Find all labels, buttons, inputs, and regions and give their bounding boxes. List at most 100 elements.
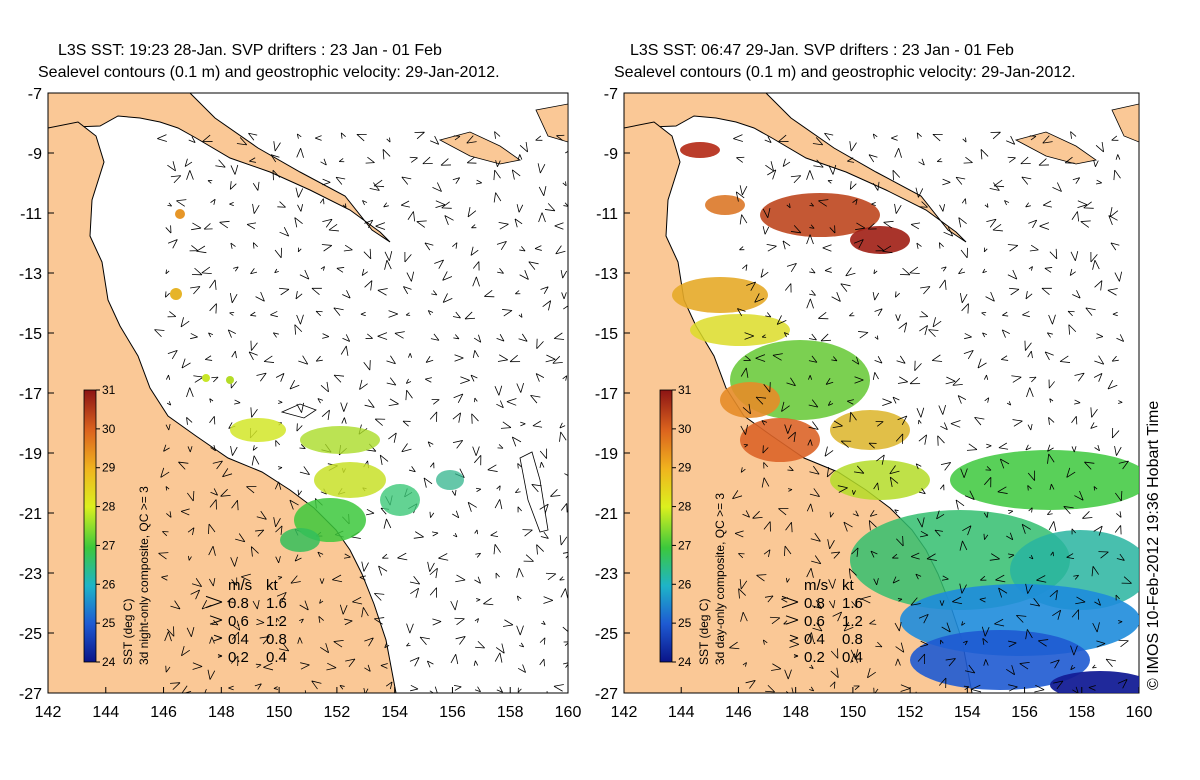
velocity-vector	[539, 461, 545, 468]
velocity-vector	[384, 251, 393, 261]
velocity-vector	[561, 292, 567, 300]
x-tick-label: 146	[725, 704, 752, 721]
legend-kt-value: 1.6	[842, 595, 863, 612]
velocity-vector	[401, 443, 412, 453]
colorbar-tick-label: 29	[678, 461, 692, 475]
velocity-vector	[837, 485, 848, 493]
velocity-vector	[471, 224, 477, 229]
velocity-vector	[1047, 444, 1054, 452]
velocity-vector	[938, 677, 947, 689]
x-tick-label: 158	[497, 704, 524, 721]
velocity-vector	[476, 598, 481, 602]
velocity-vector	[210, 488, 218, 496]
velocity-vector	[344, 618, 353, 626]
velocity-vector	[441, 201, 452, 209]
velocity-vector	[1116, 553, 1125, 561]
velocity-vector	[1008, 684, 1018, 692]
velocity-vector	[869, 510, 878, 517]
velocity-vector	[534, 245, 542, 251]
velocity-vector	[958, 268, 966, 275]
velocity-vector	[787, 466, 794, 471]
x-tick-label: 154	[954, 704, 981, 721]
colorbar-tick-label: 24	[678, 655, 692, 669]
velocity-vector	[938, 242, 944, 249]
velocity-vector	[453, 685, 462, 691]
velocity-vector	[1004, 200, 1010, 206]
velocity-vector	[496, 686, 503, 693]
x-tick-label: 144	[668, 704, 695, 721]
velocity-vector	[964, 490, 975, 501]
x-tick-label: 146	[150, 704, 177, 721]
velocity-vector	[430, 333, 440, 341]
velocity-vector	[808, 333, 817, 341]
velocity-vector	[531, 484, 542, 493]
velocity-vector	[369, 182, 380, 191]
x-tick-label: 150	[840, 704, 867, 721]
velocity-vector	[255, 291, 265, 302]
velocity-vector	[936, 510, 945, 520]
velocity-vector	[341, 417, 347, 424]
velocity-vector	[849, 181, 857, 190]
velocity-vector	[855, 222, 866, 231]
velocity-vector	[474, 618, 479, 623]
velocity-vector	[319, 599, 324, 604]
velocity-vector	[763, 462, 769, 469]
velocity-vector	[1034, 684, 1045, 693]
velocity-vector	[181, 685, 192, 693]
velocity-vector	[809, 686, 815, 692]
x-tick-label: 142	[35, 704, 62, 721]
velocity-vector	[256, 510, 267, 520]
velocity-vector	[204, 355, 213, 361]
velocity-vector	[186, 416, 193, 425]
velocity-vector	[824, 132, 834, 141]
legend-kt-value: 0.4	[266, 649, 287, 666]
velocity-vector	[209, 279, 217, 290]
velocity-vector	[553, 332, 565, 340]
velocity-vector	[256, 618, 265, 626]
velocity-vector	[840, 440, 852, 448]
velocity-vector	[1028, 507, 1033, 513]
velocity-vector	[896, 355, 906, 364]
velocity-vector	[386, 355, 396, 365]
colorbar-tick-label: 26	[678, 577, 692, 591]
velocity-vector	[915, 573, 922, 580]
velocity-vector	[545, 572, 557, 581]
velocity-vector	[896, 535, 904, 547]
x-tick-label: 152	[324, 704, 351, 721]
velocity-vector	[990, 131, 1001, 140]
velocity-vector	[942, 178, 951, 186]
velocity-vector	[1028, 266, 1033, 271]
velocity-vector	[187, 446, 193, 453]
velocity-vector	[340, 345, 349, 356]
velocity-vector	[761, 334, 767, 338]
velocity-vector	[966, 443, 978, 451]
velocity-vector	[562, 626, 568, 633]
velocity-vector	[364, 637, 374, 647]
velocity-vector	[550, 489, 561, 497]
y-tick-label: -7	[28, 86, 42, 103]
colorbar	[659, 389, 673, 663]
velocity-vector	[829, 225, 836, 234]
velocity-vector	[401, 176, 412, 185]
velocity-vector	[278, 400, 283, 404]
velocity-vector	[1041, 287, 1052, 296]
velocity-vector	[361, 561, 369, 572]
velocity-vector	[1114, 271, 1123, 282]
velocity-vector	[255, 529, 265, 537]
x-tick-label: 160	[1126, 704, 1153, 721]
velocity-vector	[874, 335, 879, 340]
velocity-vector	[429, 686, 438, 693]
velocity-vector	[958, 217, 967, 228]
velocity-vector	[1093, 525, 1103, 536]
velocity-vector	[438, 553, 449, 561]
velocity-vector	[920, 286, 931, 295]
velocity-vector	[222, 468, 233, 478]
velocity-vector	[1082, 511, 1093, 519]
velocity-vector	[872, 181, 880, 191]
velocity-vector	[494, 652, 503, 663]
velocity-vector	[167, 161, 176, 172]
velocity-vector	[385, 681, 393, 690]
velocity-vector	[180, 508, 190, 516]
velocity-vector	[894, 203, 902, 214]
velocity-vector	[517, 154, 523, 160]
